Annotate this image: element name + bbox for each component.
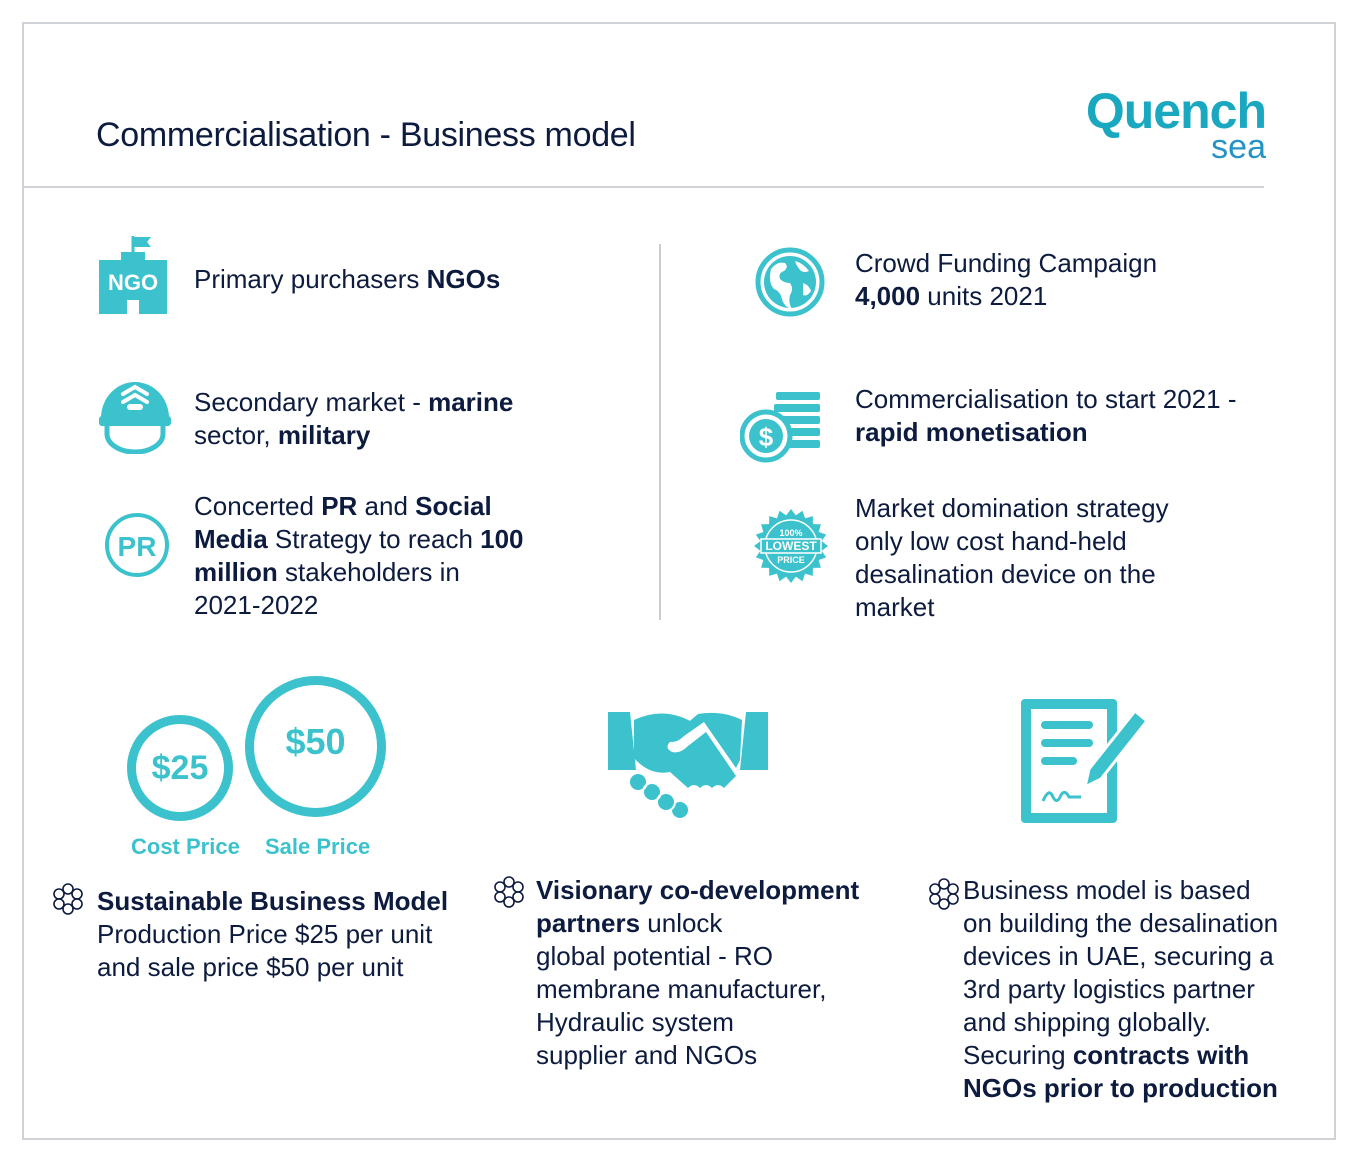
badge-line-3: PRICE <box>777 555 805 565</box>
cost-price-value: $25 <box>151 748 209 787</box>
co-development-text: Visionary co-development partners unlock g… <box>536 875 860 1070</box>
page-title: Commercialisation - Business model <box>96 116 636 154</box>
flower-bullet-icon <box>494 876 524 908</box>
ngo-building-icon: NGO <box>99 236 167 314</box>
lowest-price-badge-icon: 100% LOWEST PRICE <box>754 509 828 583</box>
badge-line-1: 100% <box>779 528 802 538</box>
money-coins-icon: $ <box>740 392 820 463</box>
slide-frame <box>22 22 1336 1140</box>
sale-price-circle: $50 <box>245 676 386 817</box>
badge-line-2: LOWEST <box>765 539 817 553</box>
military-helmet-icon <box>99 382 171 454</box>
market-domination-text: Market domination strategy only low cost … <box>855 493 1169 622</box>
quenchsea-logo: Quench sea <box>1080 83 1267 166</box>
cost-price-label: Cost Price <box>131 834 240 859</box>
crowd-funding-text: Crowd Funding Campaign 4,000 units 2021 <box>855 248 1158 311</box>
header-divider <box>24 186 1264 188</box>
logo-bottom-text: sea <box>1211 128 1266 166</box>
ngo-icon-text: NGO <box>108 270 158 295</box>
primary-purchasers-text: Primary purchasers NGOs <box>194 264 501 294</box>
column-divider <box>659 244 661 620</box>
globe-icon <box>755 247 825 317</box>
sustainable-model-text: Sustainable Business Model Production Pri… <box>97 886 449 982</box>
secondary-market-text: Secondary market - marine sector, militar… <box>194 387 514 450</box>
logo-top-text: Quench <box>1085 83 1267 139</box>
flower-bullet-icon <box>929 878 959 910</box>
svg-text:$: $ <box>759 422 774 452</box>
handshake-icon <box>608 712 768 818</box>
sale-price-value: $50 <box>285 720 346 762</box>
commercialisation-start-text: Commercialisation to start 2021 - rapid m… <box>855 384 1237 447</box>
cost-price-circle: $25 <box>127 715 233 821</box>
business-model-text: Business model is based on building the d… <box>963 875 1279 1103</box>
pr-badge-icon: PR <box>105 513 169 577</box>
pr-strategy-text: Concerted PR and Social Media Strategy to… <box>194 491 524 620</box>
sale-price-label: Sale Price <box>265 834 371 859</box>
contract-signing-icon <box>1021 699 1149 823</box>
flower-bullet-icon <box>53 883 83 915</box>
pr-icon-text: PR <box>118 531 157 562</box>
